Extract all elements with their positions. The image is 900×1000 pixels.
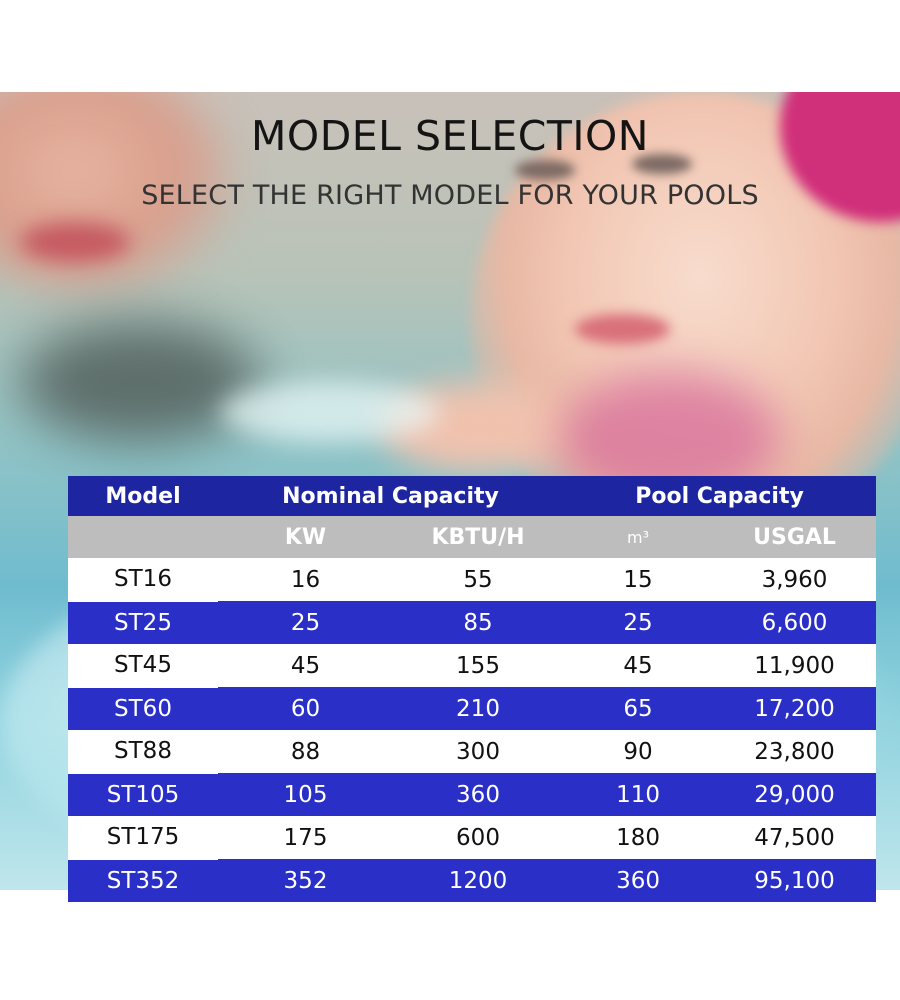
table-group-header-row: Model Nominal Capacity Pool Capacity (68, 476, 877, 516)
cell-m3: 25 (563, 601, 714, 644)
cell-usgal: 11,900 (713, 644, 877, 687)
table-row: ST45 45 155 45 11,900 (68, 644, 877, 687)
cell-kw: 16 (218, 558, 393, 601)
cell-kw: 352 (218, 859, 393, 902)
table-row: ST88 88 300 90 23,800 (68, 730, 877, 773)
cell-usgal: 3,960 (713, 558, 877, 601)
cell-kbtu-h: 55 (393, 558, 564, 601)
cell-usgal: 6,600 (713, 601, 877, 644)
cell-usgal: 23,800 (713, 730, 877, 773)
cell-m3: 90 (563, 730, 714, 773)
header-model: Model (68, 476, 218, 516)
cell-model: ST175 (68, 816, 218, 859)
cell-usgal: 47,500 (713, 816, 877, 859)
cell-model: ST88 (68, 730, 218, 773)
table-row: ST175 175 600 180 47,500 (68, 816, 877, 859)
cell-kw: 105 (218, 773, 393, 816)
cell-model: ST352 (68, 858, 218, 902)
cell-m3: 180 (563, 816, 714, 859)
cell-model: ST25 (68, 600, 218, 644)
adult-lips-blur (20, 222, 130, 262)
cell-m3: 110 (563, 773, 714, 816)
cell-kw: 25 (218, 601, 393, 644)
baby-eye-left (515, 160, 575, 180)
table-row: ST105 105 360 110 29,000 (68, 772, 877, 816)
cell-kw: 60 (218, 687, 393, 730)
cell-kbtu-h: 360 (393, 773, 564, 816)
cell-m3: 45 (563, 644, 714, 687)
table-row: ST60 60 210 65 17,200 (68, 686, 877, 730)
header-nominal-capacity: Nominal Capacity (218, 476, 564, 516)
cell-usgal: 17,200 (713, 687, 877, 730)
cell-kbtu-h: 1200 (393, 859, 564, 902)
header-pool-capacity: Pool Capacity (563, 476, 877, 516)
cell-m3: 65 (563, 687, 714, 730)
page-title: MODEL SELECTION (251, 112, 649, 160)
cell-kbtu-h: 300 (393, 730, 564, 773)
cell-model: ST105 (68, 772, 218, 816)
unit-usgal: USGAL (713, 516, 877, 558)
cell-usgal: 95,100 (713, 859, 877, 902)
cell-kw: 175 (218, 816, 393, 859)
cell-usgal: 29,000 (713, 773, 877, 816)
capacity-table: Model Nominal Capacity Pool Capacity KW … (68, 476, 877, 902)
unit-kbtu-h: KBTU/H (393, 516, 564, 558)
cell-model: ST60 (68, 686, 218, 730)
cell-kw: 88 (218, 730, 393, 773)
unit-kw: KW (218, 516, 393, 558)
cell-model: ST16 (68, 558, 218, 601)
cell-m3: 360 (563, 859, 714, 902)
table-unit-row: KW KBTU/H m³ USGAL (68, 516, 877, 558)
dark-hair-blur (20, 322, 260, 442)
baby-eye-right (632, 154, 692, 174)
cell-kbtu-h: 155 (393, 644, 564, 687)
table-row: ST352 352 1200 360 95,100 (68, 858, 877, 902)
model-selection-table: Model Nominal Capacity Pool Capacity KW … (68, 476, 877, 902)
unit-model (68, 516, 218, 558)
cell-kbtu-h: 210 (393, 687, 564, 730)
cell-kbtu-h: 600 (393, 816, 564, 859)
cell-m3: 15 (563, 558, 714, 601)
cell-kbtu-h: 85 (393, 601, 564, 644)
page-subtitle: SELECT THE RIGHT MODEL FOR YOUR POOLS (141, 180, 759, 211)
cell-kw: 45 (218, 644, 393, 687)
table-row: ST25 25 85 25 6,600 (68, 600, 877, 644)
unit-cubic-meter: m³ (563, 516, 714, 558)
baby-mouth (575, 314, 670, 344)
water-sparkle (220, 382, 440, 442)
table-row: ST16 16 55 15 3,960 (68, 558, 877, 601)
cell-model: ST45 (68, 644, 218, 687)
